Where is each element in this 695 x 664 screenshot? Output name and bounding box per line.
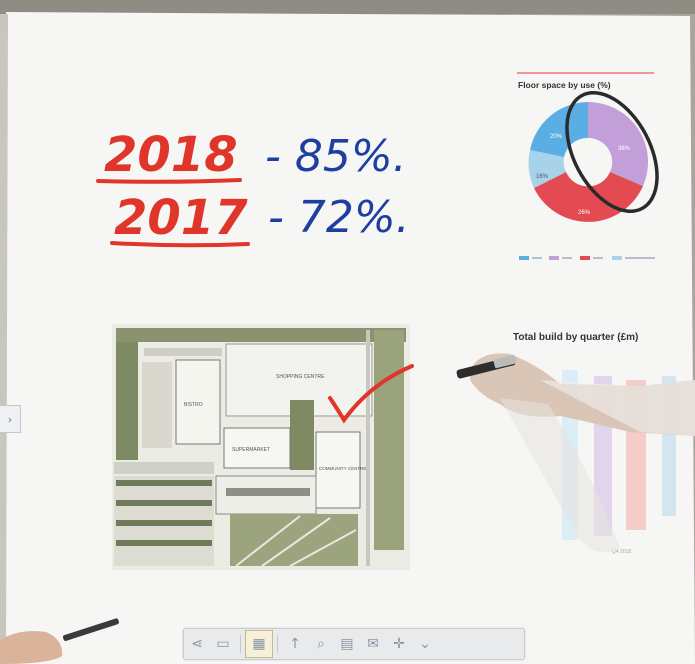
- plan-label-shopping: SHOPPING CENTRE: [276, 374, 325, 380]
- donut-label-2: 38%: [618, 146, 631, 152]
- bar-chart-title: Total build by quarter (£m): [513, 332, 638, 343]
- pen-icon[interactable]: ↑: [289, 636, 301, 652]
- bar-chart-footer: Q4 2018: [612, 549, 631, 555]
- save-icon[interactable]: ▤: [340, 636, 354, 652]
- site-plan: SHOPPING CENTRE BISTRO SUPERMARKET COMMU…: [112, 324, 410, 570]
- pages-icon[interactable]: ▦: [245, 630, 273, 658]
- handwriting-value-2018: - 85%.: [265, 131, 407, 182]
- donut-slice-blue: [530, 102, 588, 157]
- donut-legend: [519, 256, 655, 260]
- tools-icon[interactable]: ✛: [393, 636, 405, 652]
- chevron-right-icon: ›: [7, 412, 13, 426]
- red-checkmark: [328, 364, 414, 424]
- window-icon[interactable]: ▭: [216, 636, 230, 652]
- hand-drawn-circle: [565, 90, 659, 214]
- toolbar-divider: [240, 635, 241, 653]
- bottom-toolbar: ⋖ ▭ ▦ ↑ ⌕ ▤ ✉ ✛ ⌄: [183, 628, 525, 660]
- plan-label-community: COMMUNITY CENTRE: [319, 466, 366, 471]
- share-icon[interactable]: ⋖: [191, 636, 203, 652]
- zoom-icon[interactable]: ⌕: [317, 636, 325, 652]
- chevron-down-icon[interactable]: ⌄: [419, 636, 431, 652]
- pen-hand-bottom: [0, 618, 119, 664]
- donut-slice-lightblue: [528, 150, 566, 188]
- handwriting-year-2018: 2018: [104, 127, 238, 183]
- donut-label-1: 20%: [550, 134, 563, 140]
- presenter-hand: [470, 353, 695, 553]
- handwriting-year-2017: 2017: [114, 190, 248, 246]
- handwriting-value-2017: - 72%.: [268, 192, 410, 243]
- donut-slice-purple: [588, 102, 649, 186]
- plan-label-bistro: BISTRO: [184, 402, 203, 408]
- email-icon[interactable]: ✉: [367, 636, 379, 652]
- donut-label-4: 26%: [578, 210, 591, 216]
- donut-chart-title: Floor space by use (%): [518, 80, 611, 90]
- plan-label-supermarket: SUPERMARKET: [232, 447, 270, 453]
- donut-label-3: 16%: [536, 174, 549, 180]
- toolbar-divider: [277, 635, 278, 653]
- side-panel-toggle[interactable]: ›: [0, 405, 21, 433]
